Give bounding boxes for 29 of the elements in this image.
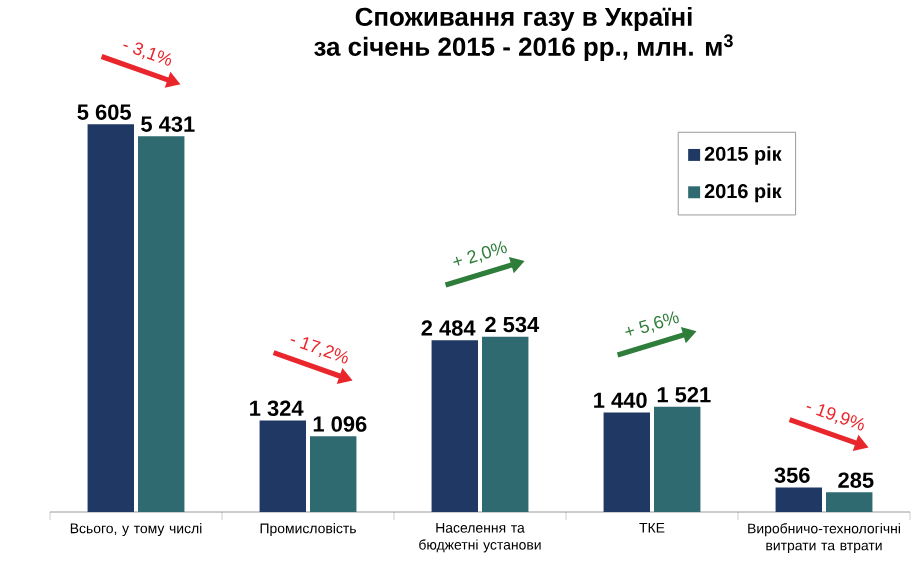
bar — [603, 412, 651, 512]
data-label: 5 605 — [77, 104, 131, 120]
bar — [310, 436, 357, 512]
text: - 3,1% — [123, 42, 172, 66]
annotation: - 17,2% — [290, 337, 348, 364]
legend-label: 2016 рік — [704, 183, 782, 203]
data-label: 1 324 — [250, 400, 304, 417]
data-label: 356 — [774, 467, 810, 483]
data-label: 5 431 — [141, 116, 195, 132]
bar — [259, 420, 307, 512]
bar — [775, 487, 823, 512]
data-label: 1 440 — [594, 392, 647, 409]
bar — [137, 136, 185, 512]
bar — [431, 340, 479, 512]
annotation: + 5,6% — [625, 311, 679, 336]
legend-label: 2015 рік — [704, 146, 782, 165]
bar — [654, 406, 701, 512]
data-label: 2 484 — [421, 320, 476, 336]
bar — [482, 336, 529, 512]
annotation: + 2,0% — [453, 241, 507, 266]
data-label: 2 534 — [485, 316, 540, 333]
data-label: 285 — [838, 472, 874, 488]
chart-title: Споживання газу в Україні — [355, 6, 692, 32]
annotation: - 19,9% — [806, 404, 864, 431]
chart-subtitle: за січень 2015 - 2016 рр., млн. м$^{3}$ — [314, 34, 733, 62]
data-label: 1 521 — [657, 386, 711, 403]
bar — [826, 492, 873, 512]
data-label: 1 096 — [313, 416, 367, 432]
bar — [87, 124, 135, 512]
